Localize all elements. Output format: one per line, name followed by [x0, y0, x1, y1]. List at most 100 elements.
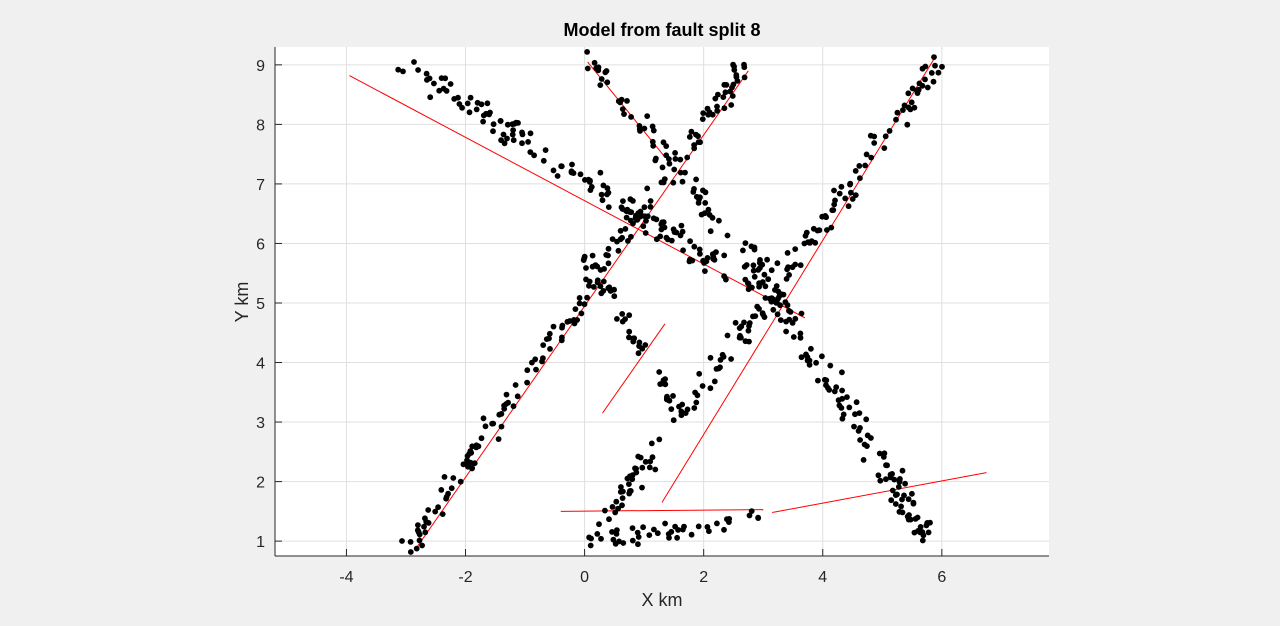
- data-point: [852, 192, 859, 199]
- data-point: [693, 131, 699, 138]
- data-point: [609, 504, 616, 510]
- data-point: [825, 385, 831, 391]
- data-point: [699, 116, 706, 122]
- data-point: [911, 104, 918, 111]
- data-point: [652, 466, 659, 473]
- data-point: [912, 516, 919, 522]
- data-point: [510, 137, 517, 144]
- data-point: [624, 98, 630, 104]
- data-point: [721, 526, 727, 533]
- data-point: [617, 227, 624, 234]
- data-point: [618, 96, 625, 103]
- data-point: [629, 525, 636, 531]
- data-point: [604, 191, 610, 198]
- data-point: [600, 288, 607, 294]
- data-point: [705, 206, 712, 213]
- data-point: [662, 520, 668, 527]
- data-point: [699, 383, 706, 389]
- data-point: [628, 233, 634, 240]
- data-point: [426, 75, 433, 82]
- data-point: [572, 306, 579, 312]
- data-point: [413, 545, 420, 552]
- data-point: [578, 310, 585, 317]
- data-point: [939, 63, 945, 70]
- data-point: [626, 328, 633, 335]
- data-point: [845, 203, 852, 210]
- data-point: [584, 294, 590, 301]
- data-point: [801, 240, 808, 247]
- data-point: [670, 393, 676, 399]
- data-point: [514, 393, 521, 400]
- data-point: [889, 471, 895, 477]
- data-point: [741, 74, 748, 81]
- data-point: [754, 303, 761, 310]
- data-point: [886, 127, 893, 134]
- data-point: [896, 508, 903, 515]
- data-point: [569, 161, 575, 168]
- data-point: [750, 267, 757, 274]
- data-point: [658, 221, 665, 228]
- data-point: [797, 334, 804, 341]
- data-point: [628, 114, 634, 120]
- data-point: [641, 204, 648, 211]
- data-point: [785, 264, 791, 271]
- data-point: [687, 256, 693, 263]
- data-point: [863, 416, 870, 423]
- data-point: [626, 312, 633, 319]
- data-point: [819, 353, 825, 360]
- data-point: [728, 102, 735, 108]
- data-point: [751, 273, 758, 280]
- x-tick-label: 2: [699, 569, 708, 586]
- data-point: [591, 59, 598, 66]
- data-point: [875, 472, 882, 479]
- data-point: [847, 180, 854, 187]
- data-point: [695, 200, 702, 206]
- data-point: [677, 169, 684, 176]
- data-point: [693, 176, 699, 183]
- data-point: [635, 350, 642, 357]
- data-point: [510, 127, 516, 133]
- data-point: [868, 154, 875, 161]
- data-point: [619, 318, 626, 325]
- data-point: [860, 457, 867, 463]
- data-point: [777, 317, 784, 323]
- data-point: [898, 503, 904, 510]
- data-points: [395, 49, 945, 555]
- data-point: [610, 536, 617, 543]
- data-point: [836, 402, 843, 409]
- data-point: [490, 121, 497, 128]
- data-point: [792, 315, 799, 322]
- data-point: [684, 406, 691, 413]
- data-point: [439, 511, 446, 517]
- data-point: [889, 487, 896, 494]
- data-point: [883, 476, 889, 483]
- data-point: [531, 152, 537, 159]
- data-point: [721, 105, 728, 112]
- data-point: [746, 323, 752, 329]
- data-point: [626, 481, 632, 487]
- y-axis-label: Y km: [232, 282, 252, 323]
- data-point: [839, 387, 845, 394]
- data-point: [648, 440, 655, 447]
- data-point: [756, 283, 762, 290]
- data-point: [720, 94, 727, 100]
- data-point: [626, 208, 633, 215]
- data-point: [664, 393, 670, 400]
- y-tick-label: 5: [256, 296, 265, 313]
- data-point: [851, 423, 857, 430]
- data-point: [640, 223, 647, 230]
- data-point: [783, 276, 790, 282]
- data-point: [524, 379, 530, 386]
- data-point: [666, 156, 672, 162]
- data-point: [783, 328, 789, 335]
- data-point: [672, 156, 679, 162]
- data-point: [774, 299, 780, 306]
- data-point: [639, 484, 645, 491]
- data-point: [686, 134, 693, 140]
- data-point: [423, 70, 430, 77]
- data-point: [722, 89, 729, 96]
- data-point: [421, 523, 427, 530]
- fault-line: [602, 323, 666, 414]
- data-point: [738, 323, 745, 330]
